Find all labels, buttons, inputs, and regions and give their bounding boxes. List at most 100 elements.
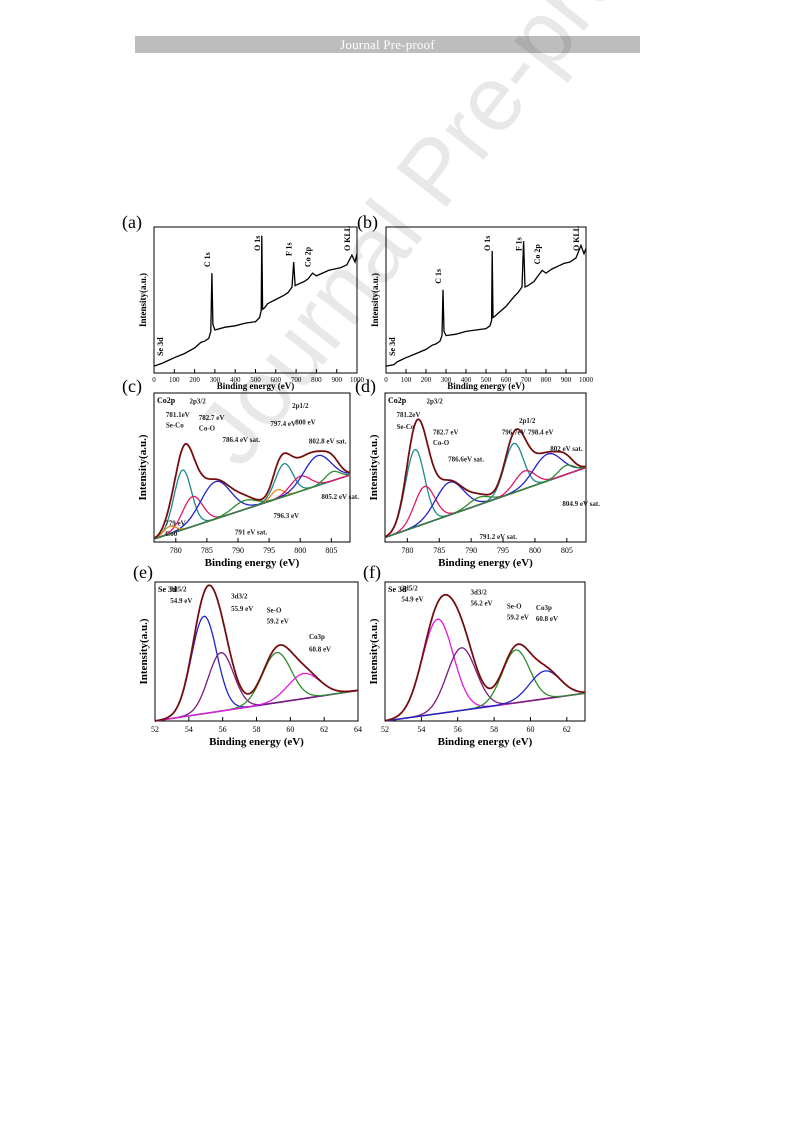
peak-annotation: Se-Co (396, 423, 414, 431)
plot-frame (153, 392, 351, 543)
peak-label: Se 3d (388, 337, 397, 356)
x-tick-label: 54 (417, 725, 425, 734)
x-tick-label: 795 (497, 546, 509, 555)
y-axis-label: Intensity(a.u.) (368, 618, 380, 684)
plot-frame (384, 581, 586, 722)
peak-annotation: 779 eV (165, 520, 185, 528)
peak-annotation: 782.7 eV (433, 429, 459, 437)
x-tick-label: 400 (461, 376, 472, 384)
x-tick-label: 54 (185, 725, 193, 734)
peak-annotation: 2p3/2 (426, 397, 443, 405)
x-tick-label: 600 (271, 376, 282, 384)
peak-label: Co 2p (533, 244, 542, 265)
fit-component-line (384, 670, 585, 722)
peak-annotation: 59.2 eV (267, 618, 289, 626)
x-tick-label: 900 (561, 376, 572, 384)
x-axis-label: Binding energy (eV) (438, 736, 533, 748)
x-tick-label: 800 (311, 376, 322, 384)
fit-component-line (384, 618, 586, 722)
journal-banner: Journal Pre-proof (135, 36, 640, 53)
fit-component-line (384, 647, 586, 722)
fit-component-line (153, 470, 351, 540)
peak-annotation: Co3p (309, 633, 325, 641)
y-axis-label: Intensity(a.u.) (138, 618, 150, 684)
x-axis-label: Binding energy (eV) (438, 557, 533, 569)
x-tick-label: 58 (490, 725, 498, 734)
peak-label: C 1s (203, 252, 212, 267)
x-axis-label: Binding energy (eV) (209, 736, 304, 748)
y-axis-label: Intensity(a.u.) (368, 434, 380, 500)
peak-annotation: 2p1/2 (292, 402, 309, 410)
x-tick-label: 58 (253, 725, 261, 734)
x-tick-label: 805 (325, 546, 337, 555)
peak-annotation: Co0 (165, 530, 178, 538)
raw-data-line (384, 418, 587, 538)
x-tick-label: 800 (529, 546, 541, 555)
x-tick-label: 1000 (579, 376, 594, 384)
raw-data-line (153, 443, 351, 539)
panel-label: (b) (357, 212, 378, 233)
peak-annotation: 781.1eV (166, 411, 190, 419)
x-tick-label: 700 (521, 376, 532, 384)
peak-annotation: 796.7eV (502, 429, 526, 437)
peak-annotation: Se-Co (166, 421, 184, 429)
fit-component-line (384, 448, 587, 538)
x-tick-label: 790 (232, 546, 244, 555)
peak-label: C 1s (434, 269, 443, 284)
peak-annotation: 54.9 eV (170, 597, 192, 605)
panel-title: Co2p (157, 396, 176, 405)
x-tick-label: 800 (294, 546, 306, 555)
peak-annotation: Co-O (433, 439, 450, 447)
peak-annotation: 2p1/2 (519, 417, 536, 425)
peak-annotation: 3d5/2 (170, 586, 187, 594)
x-tick-label: 56 (454, 725, 462, 734)
peak-annotation: 798.4 eV (528, 429, 554, 437)
x-tick-label: 805 (561, 546, 573, 555)
x-tick-label: 100 (169, 376, 180, 384)
peak-annotation: 59.2 eV (507, 614, 529, 622)
x-tick-label: 0 (152, 376, 156, 384)
y-axis-label: Intensity(a.u.) (370, 273, 380, 327)
x-tick-label: 785 (201, 546, 213, 555)
peak-label: O KLL (572, 226, 581, 251)
x-tick-label: 795 (263, 546, 275, 555)
peak-label: Co 2p (304, 246, 313, 267)
peak-label: O 1s (483, 236, 492, 251)
fit-envelope-line (384, 593, 585, 722)
y-axis-label: Intensity(a.u.) (137, 434, 149, 500)
peak-annotation: 786.4 eV sat. (222, 436, 260, 444)
peak-label: F 1s (285, 242, 294, 256)
x-tick-label: 500 (250, 376, 261, 384)
fit-component-line (384, 442, 587, 539)
panel-label: (c) (122, 376, 142, 397)
peak-annotation: Se-O (507, 602, 522, 610)
peak-annotation: 60.8 eV (309, 646, 331, 654)
peak-annotation: 782.7 eV (199, 414, 225, 422)
peak-annotation: 796.3 eV (273, 512, 299, 520)
x-tick-label: 56 (219, 725, 227, 734)
peak-annotation: 55.9 eV (231, 605, 253, 613)
x-tick-label: 52 (381, 725, 389, 734)
peak-annotation: 805.2 eV sat. (321, 493, 359, 501)
peak-label: Se 3d (156, 337, 165, 356)
x-tick-label: 785 (433, 546, 445, 555)
peak-annotation: 3d5/2 (401, 584, 418, 592)
peak-annotation: 800 eV (295, 418, 315, 426)
panel-title: Co2p (388, 396, 407, 405)
panel-label: (a) (122, 212, 142, 233)
fit-component-line (384, 464, 587, 539)
x-tick-label: 300 (441, 376, 452, 384)
x-tick-label: 52 (151, 725, 159, 734)
x-tick-label: 300 (210, 376, 221, 384)
y-axis-label: Intensity(a.u.) (138, 273, 148, 327)
peak-annotation: Co-O (199, 424, 216, 432)
x-tick-label: 200 (189, 376, 200, 384)
x-tick-label: 62 (320, 725, 328, 734)
peak-annotation: 2p3/2 (189, 397, 206, 405)
peak-label: O 1s (253, 236, 262, 251)
peak-annotation: 802.8 eV sat. (309, 438, 347, 446)
peak-annotation: 804.9 eV sat. (562, 500, 600, 508)
panel-label: (e) (133, 562, 153, 583)
x-tick-label: 900 (331, 376, 342, 384)
